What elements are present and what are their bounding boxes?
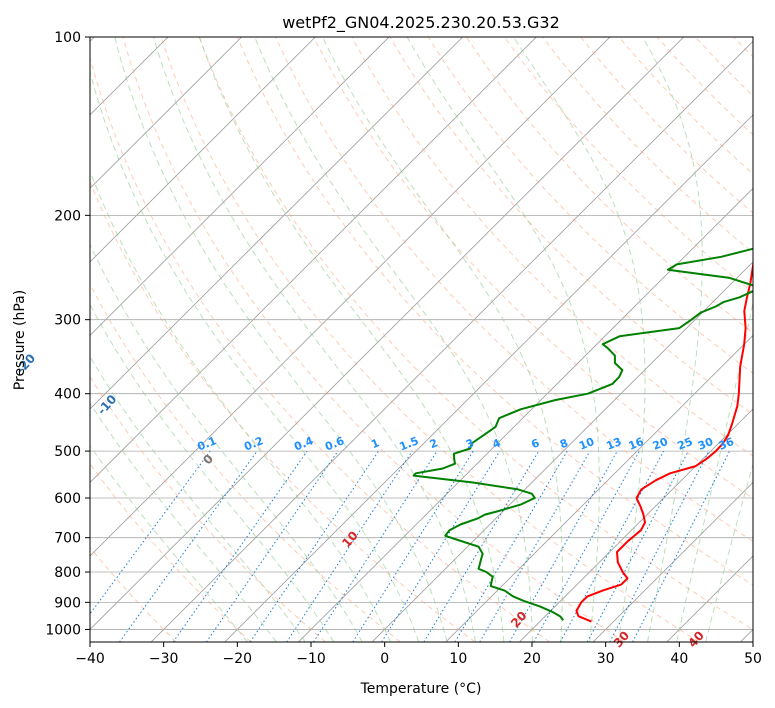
isotherm-line xyxy=(90,37,316,263)
mixing-ratio-line xyxy=(423,450,540,642)
mixing-ratio-line xyxy=(533,450,640,642)
moist-adiabat-line xyxy=(90,243,363,642)
dry-adiabat-line xyxy=(389,37,753,416)
moist-adiabat-line xyxy=(676,299,753,642)
dewpoint-profile-line xyxy=(412,247,753,621)
x-tick-label: 20 xyxy=(523,651,541,667)
x-tick-label: 0 xyxy=(380,651,389,667)
dry-adiabat-line xyxy=(275,37,753,542)
isotherm-line xyxy=(90,37,390,336)
y-tick-label: 900 xyxy=(54,595,81,611)
mixing-ratio-label: 13 xyxy=(604,435,623,453)
x-tick-label: −20 xyxy=(223,651,253,667)
isotherm-line xyxy=(224,114,753,642)
moist-adiabat-line xyxy=(90,303,335,642)
x-tick-label: −40 xyxy=(75,651,105,667)
mixing-ratio-label: 10 xyxy=(577,435,596,453)
dry-adiabat-line xyxy=(198,37,753,630)
mixing-ratio-line xyxy=(119,450,258,642)
x-axis-label: Temperature (°C) xyxy=(360,681,482,697)
mixing-ratio-line xyxy=(381,450,501,642)
dry-adiabat-line xyxy=(90,375,326,642)
moist-adiabat-line xyxy=(90,70,420,642)
y-tick-label: 500 xyxy=(54,444,81,460)
x-tick-label: 50 xyxy=(744,651,762,667)
dry-adiabat-line xyxy=(160,37,700,642)
isotherm-line xyxy=(371,261,753,642)
dry-adiabat-line xyxy=(90,180,476,642)
x-tick-label: −30 xyxy=(149,651,179,667)
moist-adiabat-line xyxy=(90,169,391,642)
isotherm-line xyxy=(445,334,753,642)
moist-adiabat-line xyxy=(198,37,505,642)
dry-adiabat-line xyxy=(90,546,177,642)
y-tick-label: 800 xyxy=(54,565,81,581)
mixing-ratio-line xyxy=(479,450,591,642)
moist-adiabat-line xyxy=(406,37,600,642)
y-tick-label: 1000 xyxy=(45,622,81,638)
temperature-profile-line xyxy=(575,259,753,623)
mixing-ratio-label: 2 xyxy=(428,436,440,451)
y-tick-label: 300 xyxy=(54,313,81,329)
isotherm-line xyxy=(90,37,684,631)
mixing-ratio-label: 25 xyxy=(676,435,695,453)
mixing-ratio-line xyxy=(352,450,474,642)
mixing-ratio-line xyxy=(509,450,618,642)
mixing-ratio-label: 8 xyxy=(558,436,570,451)
y-tick-label: 100 xyxy=(54,30,81,46)
y-tick-label: 200 xyxy=(54,208,81,224)
mixing-ratio-label: 20 xyxy=(651,435,670,453)
y-tick-label: 700 xyxy=(54,531,81,547)
isotherm-line xyxy=(90,37,537,483)
moist-adiabat-line xyxy=(153,37,476,642)
moist-adiabat-line xyxy=(90,402,277,642)
plot-frame xyxy=(89,36,754,643)
dry-adiabat-line xyxy=(90,55,550,642)
mixing-ratio-line xyxy=(205,450,339,642)
x-tick-label: 10 xyxy=(449,651,467,667)
x-axis: −40 −30 −20 −10 0 10 20 30 40 50 xyxy=(75,642,762,667)
moist-adiabat-line xyxy=(513,37,646,642)
mixing-ratio-label: 36 xyxy=(717,435,736,453)
mixing-ratio-label: 30 xyxy=(696,435,715,453)
moist-adiabat-line xyxy=(642,37,703,642)
dry-adiabat-line xyxy=(236,37,753,586)
series-layer xyxy=(412,247,753,623)
y-tick-label: 600 xyxy=(54,491,81,507)
moist-adiabat-line xyxy=(322,37,563,642)
dry-adiabat-line xyxy=(90,462,252,642)
dry-adiabat-line xyxy=(90,283,401,642)
y-axis-label: Pressure (hPa) xyxy=(12,290,28,390)
mixing-ratio-line xyxy=(586,450,689,642)
background-lines xyxy=(90,37,753,642)
dry-adiabat-line xyxy=(427,37,753,374)
isotherm-line xyxy=(592,481,753,642)
moist-adiabat-line xyxy=(705,462,753,642)
mixing-ratio-line xyxy=(172,450,308,642)
isotherm-line xyxy=(90,37,611,557)
y-axis: 100 200 300 400 500 600 700 800 900 1000 xyxy=(45,30,90,638)
moist-adiabat-line xyxy=(90,355,306,642)
x-tick-label: 40 xyxy=(670,651,688,667)
moist-adiabat-line xyxy=(114,37,448,642)
y-tick-label: 400 xyxy=(54,387,81,403)
moist-adiabat-line xyxy=(90,444,248,642)
x-tick-label: 30 xyxy=(597,651,615,667)
mixing-ratio-line xyxy=(454,450,568,642)
mixing-ratio-label: 1 xyxy=(369,436,381,451)
isotherm-line xyxy=(90,37,242,189)
isotherm-line xyxy=(150,40,753,642)
moist-adiabat-line xyxy=(254,37,533,642)
isotherm-line xyxy=(519,408,753,642)
mixing-ratio-label: 16 xyxy=(627,435,646,453)
chart-title: wetPf2_GN04.2025.230.20.53.G32 xyxy=(282,13,560,33)
isotherm-line xyxy=(90,37,463,410)
x-tick-label: −10 xyxy=(296,651,326,667)
mixing-ratio-label: 3 xyxy=(464,436,476,451)
